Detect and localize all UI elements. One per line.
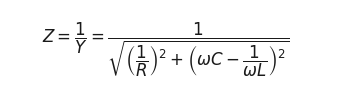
Text: $Z = \dfrac{1}{Y} = \dfrac{1}{\sqrt{\left(\dfrac{1}{R}\right)^{2} + \left(\omega: $Z = \dfrac{1}{Y} = \dfrac{1}{\sqrt{\lef… <box>42 20 289 79</box>
